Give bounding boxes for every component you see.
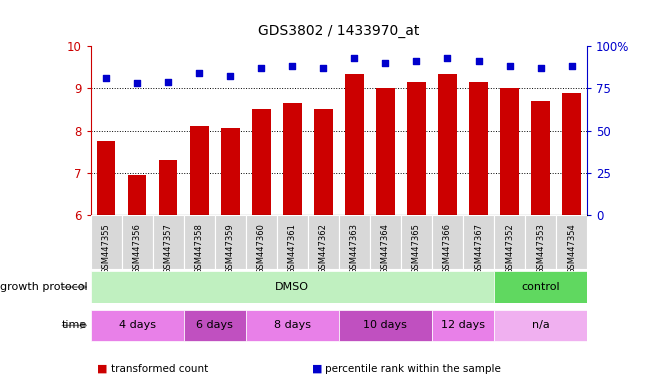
Bar bbox=[121, 215, 153, 269]
Text: ■: ■ bbox=[312, 364, 323, 374]
Text: GSM447364: GSM447364 bbox=[381, 223, 390, 274]
Bar bbox=[308, 215, 339, 269]
Bar bbox=[184, 215, 215, 269]
Bar bbox=[277, 215, 308, 269]
Point bbox=[504, 63, 515, 70]
Bar bbox=[494, 310, 587, 341]
Bar bbox=[215, 215, 246, 269]
Text: GSM447354: GSM447354 bbox=[567, 223, 576, 274]
Point bbox=[566, 63, 577, 70]
Bar bbox=[432, 310, 494, 341]
Text: GSM447365: GSM447365 bbox=[412, 223, 421, 274]
Bar bbox=[500, 88, 519, 215]
Text: GSM447356: GSM447356 bbox=[133, 223, 142, 274]
Point bbox=[225, 73, 236, 79]
Bar bbox=[283, 103, 301, 215]
Bar bbox=[153, 215, 184, 269]
Bar bbox=[469, 82, 488, 215]
Bar bbox=[339, 310, 432, 341]
Text: GSM447357: GSM447357 bbox=[164, 223, 172, 274]
Bar bbox=[252, 109, 270, 215]
Point bbox=[380, 60, 391, 66]
Text: GSM447367: GSM447367 bbox=[474, 223, 483, 274]
Bar bbox=[370, 215, 401, 269]
Point bbox=[442, 55, 453, 61]
Bar bbox=[221, 128, 240, 215]
Bar bbox=[562, 93, 581, 215]
Text: 4 days: 4 days bbox=[119, 320, 156, 331]
Point bbox=[411, 58, 422, 65]
Bar bbox=[246, 310, 339, 341]
Text: 6 days: 6 days bbox=[197, 320, 233, 331]
Text: GSM447352: GSM447352 bbox=[505, 223, 514, 274]
Text: GSM447358: GSM447358 bbox=[195, 223, 204, 274]
Text: n/a: n/a bbox=[531, 320, 550, 331]
Text: 8 days: 8 days bbox=[274, 320, 311, 331]
Bar bbox=[246, 215, 277, 269]
Point bbox=[101, 75, 111, 81]
Text: GSM447355: GSM447355 bbox=[101, 223, 111, 274]
Bar bbox=[127, 175, 146, 215]
Bar bbox=[91, 271, 494, 303]
Text: percentile rank within the sample: percentile rank within the sample bbox=[325, 364, 501, 374]
Point bbox=[535, 65, 546, 71]
Bar bbox=[407, 82, 425, 215]
Bar bbox=[531, 101, 550, 215]
Text: GSM447362: GSM447362 bbox=[319, 223, 328, 274]
Text: GSM447361: GSM447361 bbox=[288, 223, 297, 274]
Point bbox=[194, 70, 205, 76]
Bar bbox=[401, 215, 432, 269]
Bar bbox=[494, 271, 587, 303]
Point bbox=[132, 80, 142, 86]
Bar bbox=[345, 74, 364, 215]
Bar bbox=[97, 141, 115, 215]
Text: transformed count: transformed count bbox=[111, 364, 208, 374]
Bar bbox=[494, 215, 525, 269]
Text: control: control bbox=[521, 282, 560, 292]
Text: DMSO: DMSO bbox=[275, 282, 309, 292]
Bar bbox=[438, 74, 457, 215]
Text: ■: ■ bbox=[97, 364, 108, 374]
Point bbox=[163, 78, 174, 84]
Point bbox=[256, 65, 266, 71]
Bar bbox=[339, 215, 370, 269]
Bar bbox=[314, 109, 333, 215]
Point bbox=[473, 58, 484, 65]
Bar bbox=[91, 215, 121, 269]
Bar bbox=[190, 126, 209, 215]
Bar bbox=[159, 160, 177, 215]
Text: time: time bbox=[62, 320, 87, 331]
Bar bbox=[376, 88, 395, 215]
Text: GSM447366: GSM447366 bbox=[443, 223, 452, 274]
Text: GSM447360: GSM447360 bbox=[257, 223, 266, 274]
Text: GSM447353: GSM447353 bbox=[536, 223, 545, 274]
Bar bbox=[91, 310, 184, 341]
Text: 10 days: 10 days bbox=[364, 320, 407, 331]
Bar bbox=[432, 215, 463, 269]
Bar bbox=[556, 215, 587, 269]
Text: GDS3802 / 1433970_at: GDS3802 / 1433970_at bbox=[258, 25, 419, 38]
Text: GSM447359: GSM447359 bbox=[225, 223, 235, 274]
Bar bbox=[184, 310, 246, 341]
Point bbox=[318, 65, 329, 71]
Bar bbox=[525, 215, 556, 269]
Point bbox=[349, 55, 360, 61]
Point bbox=[287, 63, 298, 70]
Text: GSM447363: GSM447363 bbox=[350, 223, 359, 274]
Text: growth protocol: growth protocol bbox=[0, 282, 87, 292]
Bar bbox=[463, 215, 494, 269]
Text: 12 days: 12 days bbox=[441, 320, 485, 331]
